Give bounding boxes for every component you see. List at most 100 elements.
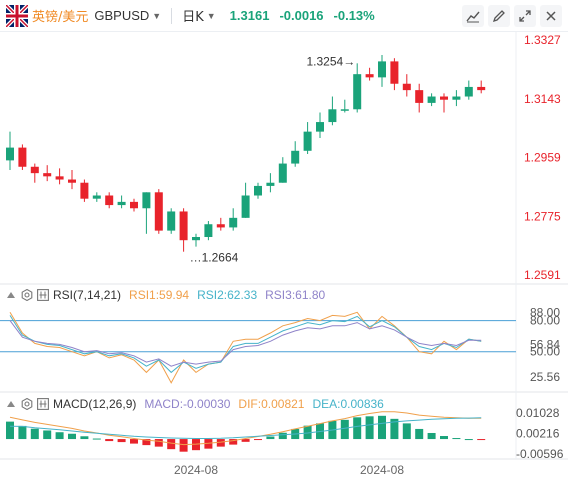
- toolbar-icon-group: [462, 5, 562, 27]
- candle-body: [105, 195, 114, 206]
- macd-histogram-bar: [427, 432, 436, 440]
- candle-body: [477, 86, 486, 91]
- rsi3-line: [9, 320, 482, 367]
- macd-axis-label: 0.01028: [516, 406, 560, 420]
- time-axis-label: 2024-08: [174, 463, 218, 477]
- candle-body: [229, 217, 238, 228]
- macd-histogram-bar: [6, 421, 14, 440]
- macd-histogram-bar: [229, 439, 238, 445]
- settings-icon[interactable]: [20, 397, 34, 411]
- macd-histogram-bar: [130, 439, 138, 444]
- toolbar-divider: [171, 7, 173, 24]
- candle-body: [452, 96, 461, 100]
- candle-body: [353, 74, 362, 110]
- high-annotation: 1.3254→: [306, 54, 355, 68]
- pair-code[interactable]: GBPUSD: [94, 8, 150, 23]
- candle-body: [328, 109, 337, 123]
- macd-histogram-bar: [68, 433, 76, 440]
- macd-histogram-bar: [30, 428, 39, 440]
- indicator-panel-icon[interactable]: [36, 288, 50, 302]
- macd-histogram-bar: [464, 439, 473, 441]
- settings-icon[interactable]: [20, 288, 34, 302]
- price-axis-label: 1.2775: [524, 209, 561, 223]
- fullscreen-icon[interactable]: [514, 5, 536, 27]
- macd-histogram-bar: [92, 438, 101, 440]
- period-dropdown-icon[interactable]: ▼: [206, 10, 216, 21]
- collapse-icon[interactable]: [4, 397, 18, 411]
- macd-histogram-bar: [452, 438, 461, 440]
- macd-axis-label: -0.00596: [516, 447, 564, 461]
- dea-value: DEA:0.00836: [312, 397, 384, 411]
- macd-histogram-bar: [378, 415, 386, 440]
- macd-histogram-bar: [192, 439, 200, 451]
- macd-value: MACD:-0.00030: [144, 397, 231, 411]
- candle-body: [303, 131, 312, 151]
- candle-body: [18, 147, 27, 167]
- candle-body: [440, 96, 448, 100]
- draw-line-icon[interactable]: [462, 5, 484, 27]
- price-axis-label: 1.3327: [524, 33, 561, 47]
- candle-body: [464, 86, 473, 97]
- macd-legend: MACD(12,26,9) MACD:-0.00030 DIF:0.00821 …: [4, 397, 384, 411]
- price-change: -0.0016: [279, 8, 324, 23]
- macd-histogram-bar: [340, 419, 349, 440]
- candle-body: [340, 109, 349, 111]
- gbp-flag-icon: [6, 4, 28, 27]
- price-axis-label: 1.2591: [524, 268, 561, 282]
- price-change-percent: -0.13%: [333, 8, 375, 23]
- dea-line: [9, 417, 482, 439]
- macd-histogram-bar: [167, 439, 176, 450]
- pair-dropdown-icon[interactable]: ▼: [152, 10, 162, 21]
- candle-body: [204, 224, 213, 238]
- macd-histogram-bar: [154, 439, 163, 447]
- macd-histogram-bar: [303, 425, 312, 440]
- macd-histogram-bar: [204, 439, 213, 449]
- macd-histogram-bar: [278, 432, 287, 440]
- indicator-panel-icon[interactable]: [36, 397, 50, 411]
- dif-value: DIF:0.00821: [238, 397, 305, 411]
- macd-histogram-bar: [117, 439, 126, 443]
- candle-body: [55, 176, 64, 180]
- candle-body: [30, 166, 39, 174]
- candle-body: [316, 122, 324, 132]
- macd-histogram-bar: [55, 432, 64, 440]
- close-icon[interactable]: [540, 5, 562, 27]
- chart-toolbar: 英镑/美元 GBPUSD ▼ 日K ▼ 1.3161 -0.0016 -0.13…: [0, 0, 568, 32]
- candle-body: [216, 224, 225, 228]
- collapse-icon[interactable]: [4, 288, 18, 302]
- candle-body: [154, 192, 163, 231]
- macd-histogram-bar: [365, 416, 374, 440]
- macd-histogram-bar: [402, 423, 411, 440]
- rsi-axis-label: 80.00: [530, 314, 560, 328]
- candle-body: [378, 61, 386, 78]
- macd-histogram-bar: [254, 439, 262, 441]
- pen-icon[interactable]: [488, 5, 510, 27]
- rsi-axis-label: 25.56: [530, 370, 560, 384]
- candle-body: [6, 147, 14, 161]
- pair-chinese-name[interactable]: 英镑/美元: [32, 10, 89, 25]
- macd-histogram-bar: [80, 436, 89, 440]
- candle-body: [80, 182, 89, 199]
- candle-body: [167, 211, 176, 231]
- macd-histogram-bar: [216, 439, 225, 447]
- rsi2-value: RSI2:62.33: [197, 288, 258, 302]
- candle-body: [92, 195, 101, 199]
- candle-body: [142, 192, 151, 209]
- candle-body: [415, 90, 424, 103]
- macd-histogram-bar: [390, 418, 399, 440]
- candle-body: [179, 211, 188, 241]
- candle-body: [278, 163, 287, 183]
- macd-label: MACD(12,26,9): [53, 397, 137, 411]
- period-selector[interactable]: 日K: [182, 10, 204, 25]
- time-axis-label: 2024-08: [360, 463, 404, 477]
- macd-histogram-bar: [477, 439, 486, 441]
- macd-histogram-bar: [18, 425, 27, 440]
- rsi1-line: [9, 311, 482, 384]
- candle-body: [117, 201, 126, 206]
- candle-body: [43, 173, 52, 177]
- rsi3-value: RSI3:61.80: [265, 288, 326, 302]
- candle-body: [291, 150, 300, 164]
- macd-histogram-bar: [43, 430, 52, 440]
- rsi-label: RSI(7,14,21): [53, 288, 122, 302]
